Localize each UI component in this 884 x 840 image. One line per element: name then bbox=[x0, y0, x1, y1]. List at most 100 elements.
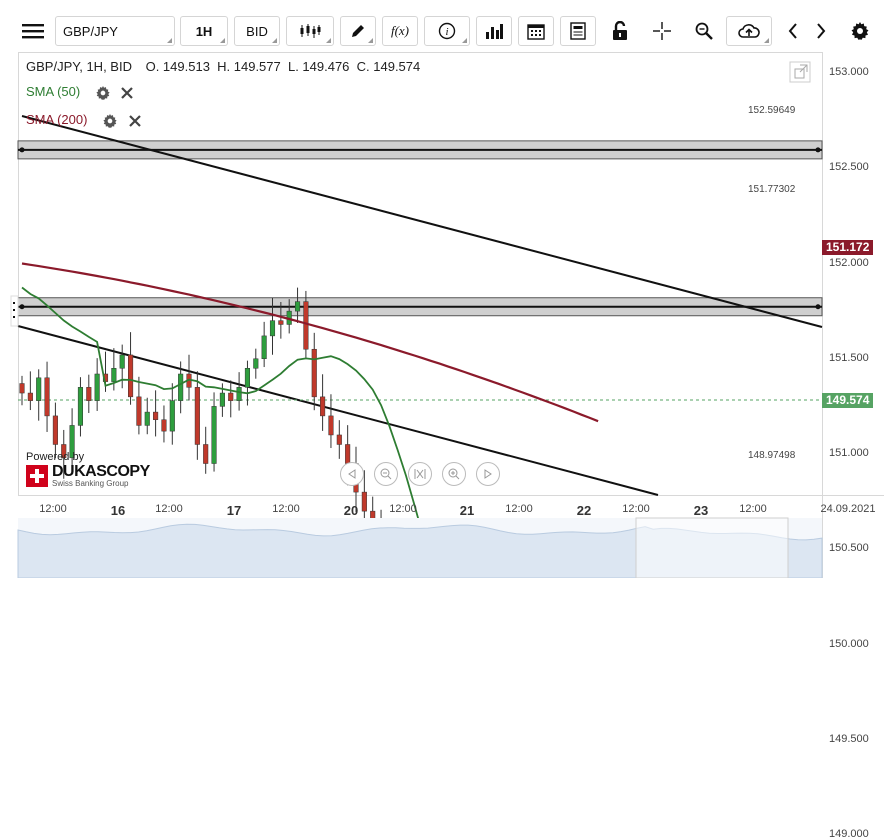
calendar-button[interactable] bbox=[518, 16, 554, 46]
x-tick-label: 12:00 bbox=[622, 503, 650, 515]
volume-button[interactable] bbox=[476, 16, 512, 46]
news-button[interactable] bbox=[560, 16, 596, 46]
gear-icon[interactable] bbox=[96, 85, 110, 100]
candle-body bbox=[320, 396, 326, 417]
indicator-sma200[interactable]: SMA (200) bbox=[26, 112, 141, 128]
svg-text:i: i bbox=[445, 26, 448, 38]
zoom-out-button[interactable] bbox=[374, 462, 398, 486]
zoom-icon bbox=[695, 22, 713, 40]
unlock-icon bbox=[613, 21, 627, 40]
dropdown-corner-icon bbox=[220, 38, 225, 43]
hline-label: 151.77302 bbox=[748, 184, 796, 195]
dropdown-corner-icon bbox=[764, 38, 769, 43]
chart-toolbar: GBP/JPY 1H BID f(x) i bbox=[0, 0, 884, 66]
candle-body bbox=[44, 377, 50, 417]
candle-body bbox=[178, 373, 184, 401]
y-tick-label: 149.000 bbox=[829, 828, 869, 840]
brand-name: DUKASCOPY bbox=[52, 463, 150, 480]
triangle-right-icon bbox=[484, 469, 492, 479]
y-tick-label: 153.000 bbox=[829, 66, 869, 78]
candle-body bbox=[52, 415, 58, 445]
pan-right-button[interactable] bbox=[476, 462, 500, 486]
y-tick-label: 150.500 bbox=[829, 542, 869, 555]
candle-body bbox=[211, 406, 217, 464]
x-tick-label: 21 bbox=[459, 503, 475, 518]
x-tick-label: 16 bbox=[110, 503, 126, 518]
trendline-lower[interactable] bbox=[17, 325, 659, 496]
triangle-left-icon bbox=[348, 469, 356, 479]
info-button[interactable]: i bbox=[424, 16, 470, 46]
chart-type-button[interactable] bbox=[286, 16, 334, 46]
price-chart-canvas[interactable] bbox=[0, 0, 884, 578]
candle-body bbox=[136, 396, 142, 426]
chart-symbol-header: GBP/JPY, 1H, BID bbox=[26, 59, 132, 74]
candle-body bbox=[119, 354, 125, 369]
close-icon[interactable] bbox=[121, 86, 134, 99]
sma200-line bbox=[21, 262, 599, 423]
last-price-tag: 149.574 bbox=[822, 393, 874, 408]
cloud-upload-icon bbox=[738, 24, 760, 38]
lock-button[interactable] bbox=[602, 16, 638, 46]
hline-anchor[interactable] bbox=[815, 304, 821, 310]
price-type-selector[interactable]: BID bbox=[234, 16, 280, 46]
settings-button[interactable] bbox=[846, 16, 874, 46]
candle-body bbox=[269, 320, 276, 337]
info-icon: i bbox=[438, 22, 456, 40]
candle-body bbox=[336, 434, 342, 445]
sma50-label: SMA (50) bbox=[26, 84, 81, 99]
indicator-sma50[interactable]: SMA (50) bbox=[26, 84, 134, 100]
branding[interactable]: Powered by DUKASCOPY Swiss Banking Group bbox=[26, 451, 150, 488]
candle-body bbox=[311, 348, 317, 398]
dropdown-corner-icon bbox=[272, 38, 277, 43]
scroll-right-button[interactable] bbox=[808, 16, 834, 46]
candle-body bbox=[69, 425, 75, 459]
reset-zoom-button[interactable] bbox=[408, 462, 432, 486]
x-tick-label: 24.09.2021 bbox=[820, 503, 876, 515]
candle-body bbox=[328, 415, 334, 436]
zoom-in-button[interactable] bbox=[442, 462, 466, 486]
pan-left-button[interactable] bbox=[340, 462, 364, 486]
popout-icon[interactable] bbox=[789, 61, 811, 83]
draw-button[interactable] bbox=[340, 16, 376, 46]
menu-button[interactable] bbox=[13, 16, 53, 46]
dropdown-corner-icon bbox=[167, 38, 172, 43]
trendline-upper[interactable] bbox=[21, 115, 823, 328]
close-icon[interactable] bbox=[128, 114, 141, 127]
fit-icon bbox=[414, 469, 426, 479]
candle-body bbox=[219, 392, 225, 407]
candle-body bbox=[94, 373, 100, 401]
pencil-icon bbox=[352, 25, 364, 37]
swiss-cross-logo bbox=[26, 465, 48, 487]
candle-body bbox=[169, 400, 175, 432]
cloud-button[interactable] bbox=[726, 16, 772, 46]
candle-body bbox=[345, 444, 351, 464]
indicators-button[interactable]: f(x) bbox=[382, 16, 418, 46]
dropdown-corner-icon bbox=[462, 38, 467, 43]
gear-icon[interactable] bbox=[103, 113, 117, 128]
crosshair-button[interactable] bbox=[644, 16, 680, 46]
hline-anchor[interactable] bbox=[815, 147, 821, 153]
hline-anchor[interactable] bbox=[19, 304, 25, 310]
sma50-line bbox=[21, 286, 437, 578]
interval-selector[interactable]: 1H bbox=[180, 16, 228, 46]
candle-body bbox=[128, 354, 134, 398]
document-icon bbox=[570, 22, 586, 40]
x-tick-label: 12:00 bbox=[155, 503, 183, 515]
candle-body bbox=[194, 387, 200, 445]
candle-body bbox=[36, 377, 42, 401]
candlestick-icon bbox=[300, 24, 321, 38]
hline-anchor[interactable] bbox=[19, 147, 25, 153]
candle-body bbox=[161, 419, 167, 432]
candle-body bbox=[203, 444, 209, 464]
candle-body bbox=[27, 392, 33, 401]
chevron-right-icon bbox=[817, 23, 826, 39]
symbol-selector[interactable]: GBP/JPY bbox=[55, 16, 175, 46]
scroll-left-button[interactable] bbox=[780, 16, 806, 46]
sma200-label: SMA (200) bbox=[26, 112, 88, 127]
candle-body bbox=[278, 320, 284, 325]
navigator-window[interactable] bbox=[635, 517, 789, 578]
gear-icon bbox=[851, 22, 869, 40]
zoom-button[interactable] bbox=[686, 16, 722, 46]
zoom-out-icon bbox=[380, 468, 392, 480]
